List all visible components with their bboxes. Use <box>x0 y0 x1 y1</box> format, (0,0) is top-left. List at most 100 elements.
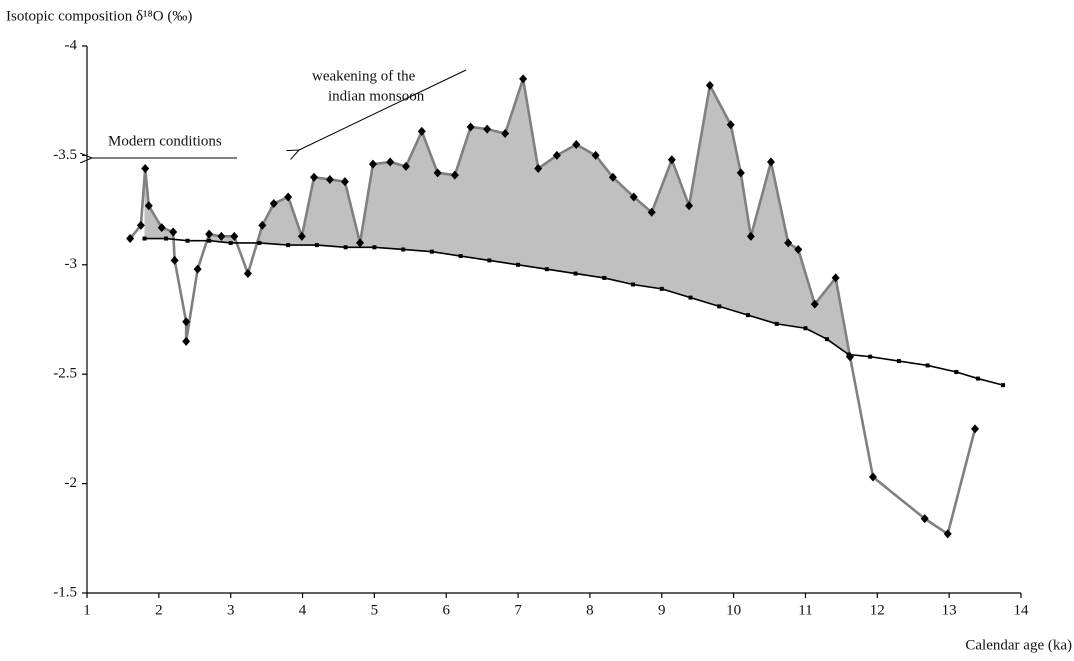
square-marker <box>343 245 348 250</box>
square-marker <box>868 354 873 359</box>
diamond-marker <box>157 223 166 233</box>
diamond-marker <box>269 199 278 209</box>
diamond-marker <box>205 229 214 239</box>
x-tick-label: 12 <box>870 602 885 618</box>
square-marker <box>825 337 830 342</box>
square-marker <box>896 359 901 364</box>
y-tick-label: -3 <box>65 256 78 272</box>
diamond-marker <box>417 126 426 136</box>
square-marker <box>717 304 722 309</box>
x-tick-label: 11 <box>798 602 812 618</box>
diamond-marker <box>340 177 349 187</box>
x-tick-label: 8 <box>586 602 594 618</box>
x-tick-label: 7 <box>514 602 522 618</box>
diamond-marker <box>667 155 676 165</box>
diamond-marker <box>784 238 793 248</box>
y-tick-label: -2.5 <box>53 366 77 382</box>
diamond-marker <box>572 139 581 149</box>
diamond-marker <box>705 80 714 90</box>
y-tick-label: -2 <box>65 475 78 491</box>
diamond-marker <box>831 273 840 283</box>
diamond-marker <box>284 192 293 202</box>
diamond-marker <box>501 129 510 139</box>
square-marker <box>458 254 463 259</box>
diamond-marker <box>169 227 178 237</box>
diamond-marker <box>182 317 191 327</box>
annotation: weakening of the <box>312 68 416 84</box>
x-tick-label: 6 <box>442 602 450 618</box>
diamond-marker <box>386 157 395 167</box>
y-tick-label: -4 <box>65 37 78 53</box>
annotation: Modern conditions <box>108 133 222 149</box>
square-marker <box>688 295 693 300</box>
y-tick-label: -1.5 <box>53 584 77 600</box>
diamond-marker <box>591 150 600 160</box>
diamond-marker <box>141 164 150 174</box>
square-marker <box>631 282 636 287</box>
diamond-marker <box>519 74 528 84</box>
diamond-marker <box>297 231 306 241</box>
square-marker <box>228 240 233 245</box>
diamond-marker <box>230 231 239 241</box>
square-marker <box>487 258 492 263</box>
square-marker <box>745 313 750 318</box>
diamond-marker <box>193 264 202 274</box>
diamond-marker <box>794 244 803 254</box>
diamond-marker <box>310 172 319 182</box>
y-axis-label: Isotopic composition δ¹⁸O (‰) <box>6 8 192 24</box>
annotation-arrow <box>299 69 467 150</box>
square-marker <box>314 243 319 248</box>
diamond-marker <box>450 170 459 180</box>
diamond-marker <box>766 157 775 167</box>
diamond-marker <box>126 234 135 244</box>
difference-area <box>144 78 976 386</box>
diamond-marker <box>182 336 191 346</box>
x-tick-label: 14 <box>1014 602 1030 618</box>
diamond-marker <box>746 231 755 241</box>
x-tick-label: 9 <box>658 602 666 618</box>
x-axis-label: Calendar age (ka) <box>965 637 1072 653</box>
square-marker <box>164 236 169 241</box>
square-marker <box>774 321 779 326</box>
diamond-marker <box>552 150 561 160</box>
diamond-marker <box>647 207 656 217</box>
diamond-marker <box>483 124 492 134</box>
x-tick-label: 1 <box>83 602 91 618</box>
square-marker <box>573 271 578 276</box>
square-marker <box>185 238 190 243</box>
x-tick-label: 10 <box>726 602 741 618</box>
square-marker <box>257 240 262 245</box>
diamond-marker <box>466 122 475 132</box>
annotation: indian monsoon <box>328 88 425 104</box>
diamond-marker <box>736 168 745 178</box>
diamond-marker <box>356 238 365 248</box>
square-marker <box>429 249 434 254</box>
diamond-marker <box>433 168 442 178</box>
x-tick-label: 4 <box>299 602 307 618</box>
square-marker <box>372 245 377 250</box>
square-marker <box>401 247 406 252</box>
x-tick-label: 2 <box>155 602 163 618</box>
diamond-marker <box>685 201 694 211</box>
x-tick-label: 5 <box>371 602 379 618</box>
diamond-marker <box>401 161 410 171</box>
diamond-marker <box>726 120 735 130</box>
diamond-marker <box>608 172 617 182</box>
square-marker <box>975 376 980 381</box>
diamond-marker <box>217 231 226 241</box>
square-marker <box>142 236 147 241</box>
x-tick-label: 3 <box>227 602 235 618</box>
diamond-marker <box>243 269 252 279</box>
series-line <box>129 77 977 536</box>
diamond-marker <box>136 220 145 230</box>
diamond-marker <box>325 174 334 184</box>
diamond-marker <box>534 164 543 174</box>
diamond-marker <box>144 201 153 211</box>
x-tick-label: 13 <box>942 602 957 618</box>
diamond-marker <box>943 529 952 539</box>
square-marker <box>954 370 959 375</box>
diamond-marker <box>971 424 980 434</box>
area-layer <box>144 78 976 386</box>
square-marker <box>803 326 808 331</box>
